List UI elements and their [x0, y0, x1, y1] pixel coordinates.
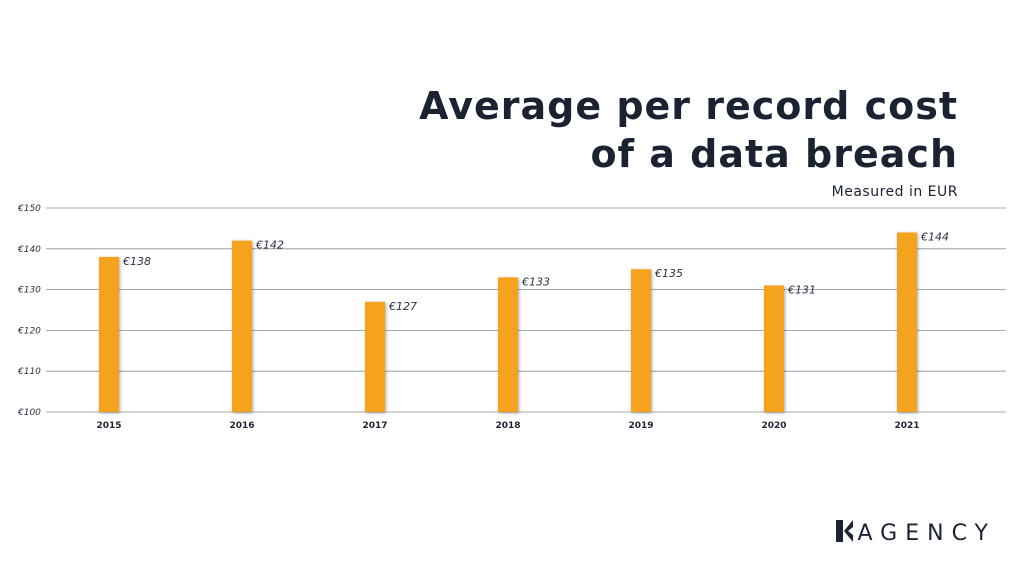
y-tick-label: €100	[17, 408, 41, 418]
data-label: €131	[787, 284, 816, 297]
y-tick-label: €140	[17, 245, 41, 255]
y-tick-label: €130	[17, 286, 41, 296]
chart-title-line-1: Average per record cost	[419, 84, 958, 128]
data-label: €127	[388, 300, 417, 313]
bar	[365, 301, 385, 412]
data-labels: €138 €142 €127 €133 €135 €131 €144	[122, 230, 949, 312]
x-tick-label: 2016	[229, 421, 254, 431]
bar	[631, 269, 651, 412]
x-tick-label: 2015	[96, 421, 121, 431]
chart-subtitle: Measured in EUR	[831, 184, 958, 200]
x-tick-label: 2020	[761, 421, 786, 431]
k-logo-icon	[835, 520, 854, 546]
bar	[232, 240, 252, 412]
x-axis-ticks: 2015 2016 2017 2018 2019 2020 2021	[96, 421, 919, 431]
x-tick-label: 2017	[362, 421, 387, 431]
x-tick-label: 2021	[894, 421, 919, 431]
y-tick-label: €120	[17, 326, 41, 336]
x-tick-label: 2018	[495, 421, 520, 431]
bar	[498, 277, 518, 412]
title-block: Average per record cost of a data breach…	[419, 82, 958, 200]
grid-lines	[46, 207, 1006, 413]
chart-title-line-2: of a data breach	[590, 132, 958, 176]
data-label: €138	[122, 255, 151, 268]
bar	[99, 256, 119, 412]
bar	[897, 232, 917, 412]
y-tick-label: €110	[17, 367, 41, 377]
data-label: €144	[920, 230, 949, 243]
data-label: €142	[255, 239, 284, 252]
y-tick-label: €150	[17, 204, 41, 214]
x-tick-label: 2019	[628, 421, 653, 431]
agency-logo: AGENCY	[835, 520, 996, 546]
bar	[764, 285, 784, 412]
data-label: €135	[654, 267, 683, 280]
data-label: €133	[521, 275, 550, 288]
bars	[99, 232, 917, 412]
logo-text: AGENCY	[857, 520, 996, 546]
y-axis-ticks: €100 €110 €120 €130 €140 €150	[17, 204, 41, 418]
